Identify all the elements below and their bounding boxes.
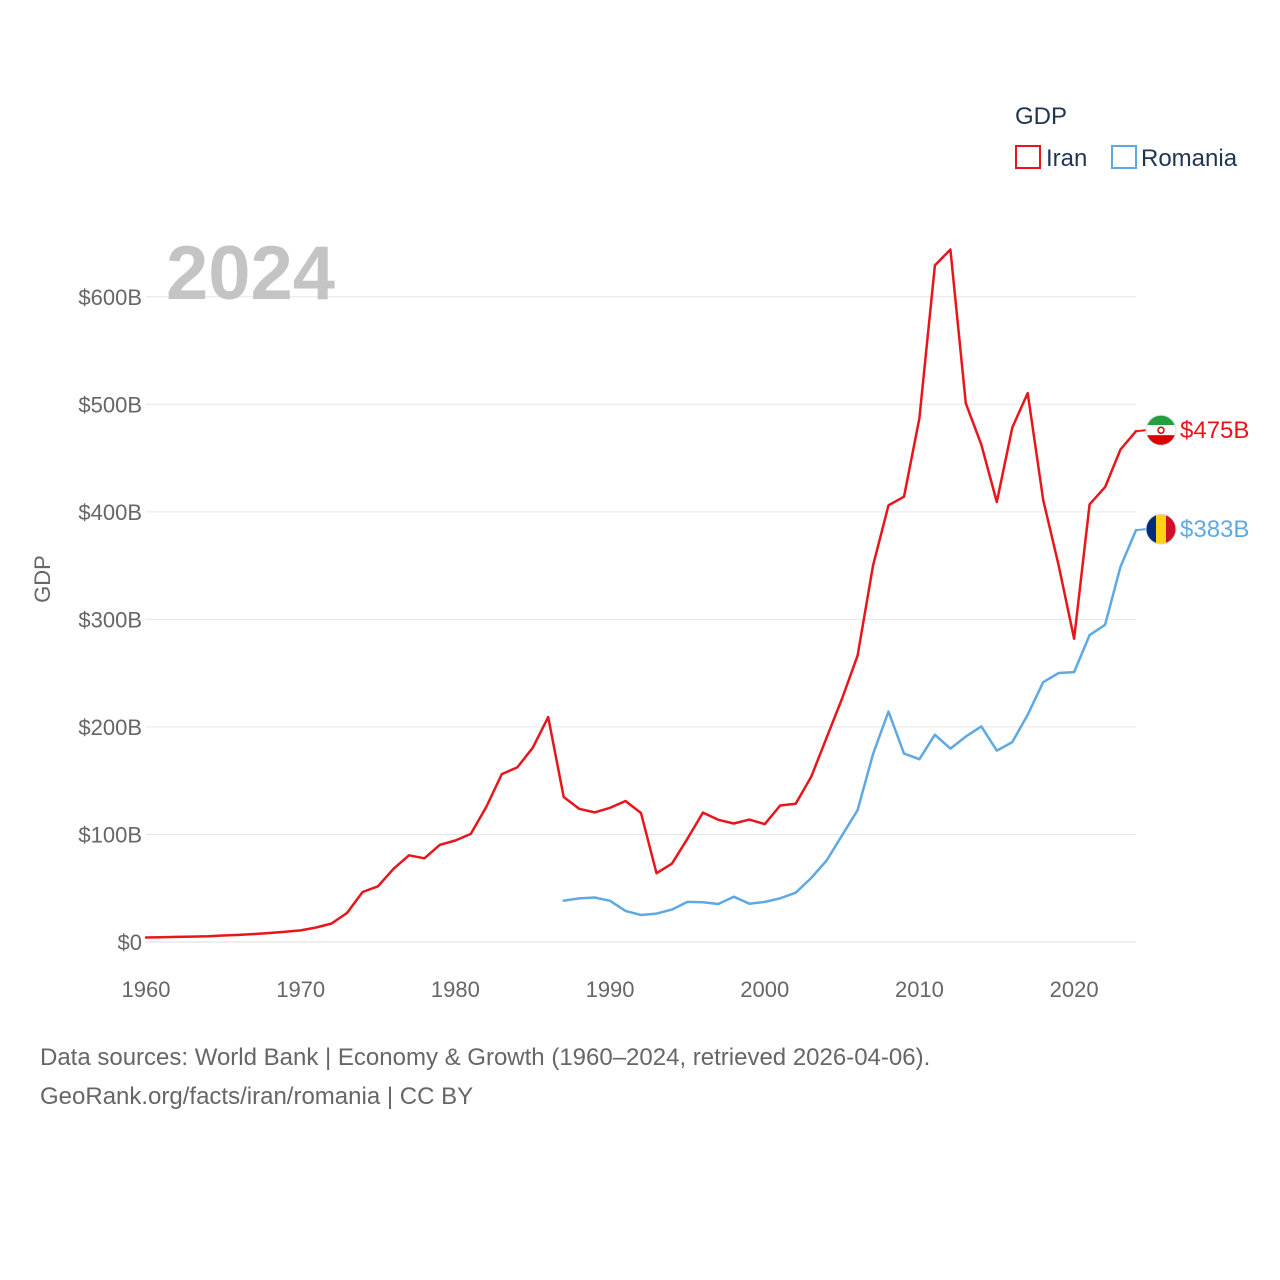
legend-swatch-iran bbox=[1015, 145, 1041, 169]
x-tick-label: 1970 bbox=[276, 977, 325, 1002]
y-axis-ticks: $0 $100B $200B $300B $400B $500B $600B bbox=[78, 285, 142, 955]
y-tick-label: $500B bbox=[78, 392, 142, 417]
y-axis-title: GDP bbox=[30, 555, 55, 603]
y-tick-label: $300B bbox=[78, 607, 142, 632]
end-connector-iran bbox=[1135, 429, 1147, 433]
footer-attribution[interactable]: GeoRank.org/facts/iran/romania | CC BY bbox=[40, 1083, 474, 1110]
y-tick-label: $600B bbox=[78, 285, 142, 310]
y-tick-label: $0 bbox=[118, 930, 142, 955]
end-connector-romania bbox=[1135, 528, 1147, 532]
year-label: 2024 bbox=[166, 231, 335, 316]
y-tick-label: $400B bbox=[78, 500, 142, 525]
y-tick-label: $100B bbox=[78, 822, 142, 847]
iran-flag-icon bbox=[1145, 414, 1177, 446]
legend-item-romania[interactable]: Romania bbox=[1111, 145, 1238, 172]
x-tick-label: 2010 bbox=[895, 977, 944, 1002]
grid-lines bbox=[146, 296, 1136, 943]
x-tick-label: 1960 bbox=[122, 977, 171, 1002]
legend-swatch-romania bbox=[1111, 145, 1137, 169]
x-tick-label: 1980 bbox=[431, 977, 480, 1002]
series-layer bbox=[144, 248, 1138, 939]
x-axis-ticks: 1960 1970 1980 1990 2000 2010 2020 bbox=[122, 977, 1099, 1002]
end-labels: $475B $383B bbox=[1135, 414, 1249, 545]
x-tick-label: 2020 bbox=[1050, 977, 1099, 1002]
series-line-romania bbox=[562, 528, 1138, 917]
legend-label-iran: Iran bbox=[1046, 145, 1087, 172]
legend[interactable]: GDP Iran Romania bbox=[1015, 103, 1238, 172]
x-tick-label: 2000 bbox=[740, 977, 789, 1002]
end-value-label-iran: $475B bbox=[1180, 417, 1249, 444]
legend-label-romania: Romania bbox=[1141, 145, 1238, 172]
y-tick-label: $200B bbox=[78, 715, 142, 740]
legend-item-iran[interactable]: Iran bbox=[1015, 145, 1087, 172]
footer-sources: Data sources: World Bank | Economy & Gro… bbox=[40, 1044, 931, 1071]
series-line-iran bbox=[144, 248, 1138, 939]
x-tick-label: 1990 bbox=[586, 977, 635, 1002]
end-value-label-romania: $383B bbox=[1180, 516, 1249, 543]
romania-flag-icon bbox=[1145, 513, 1177, 545]
legend-title: GDP bbox=[1015, 103, 1067, 130]
